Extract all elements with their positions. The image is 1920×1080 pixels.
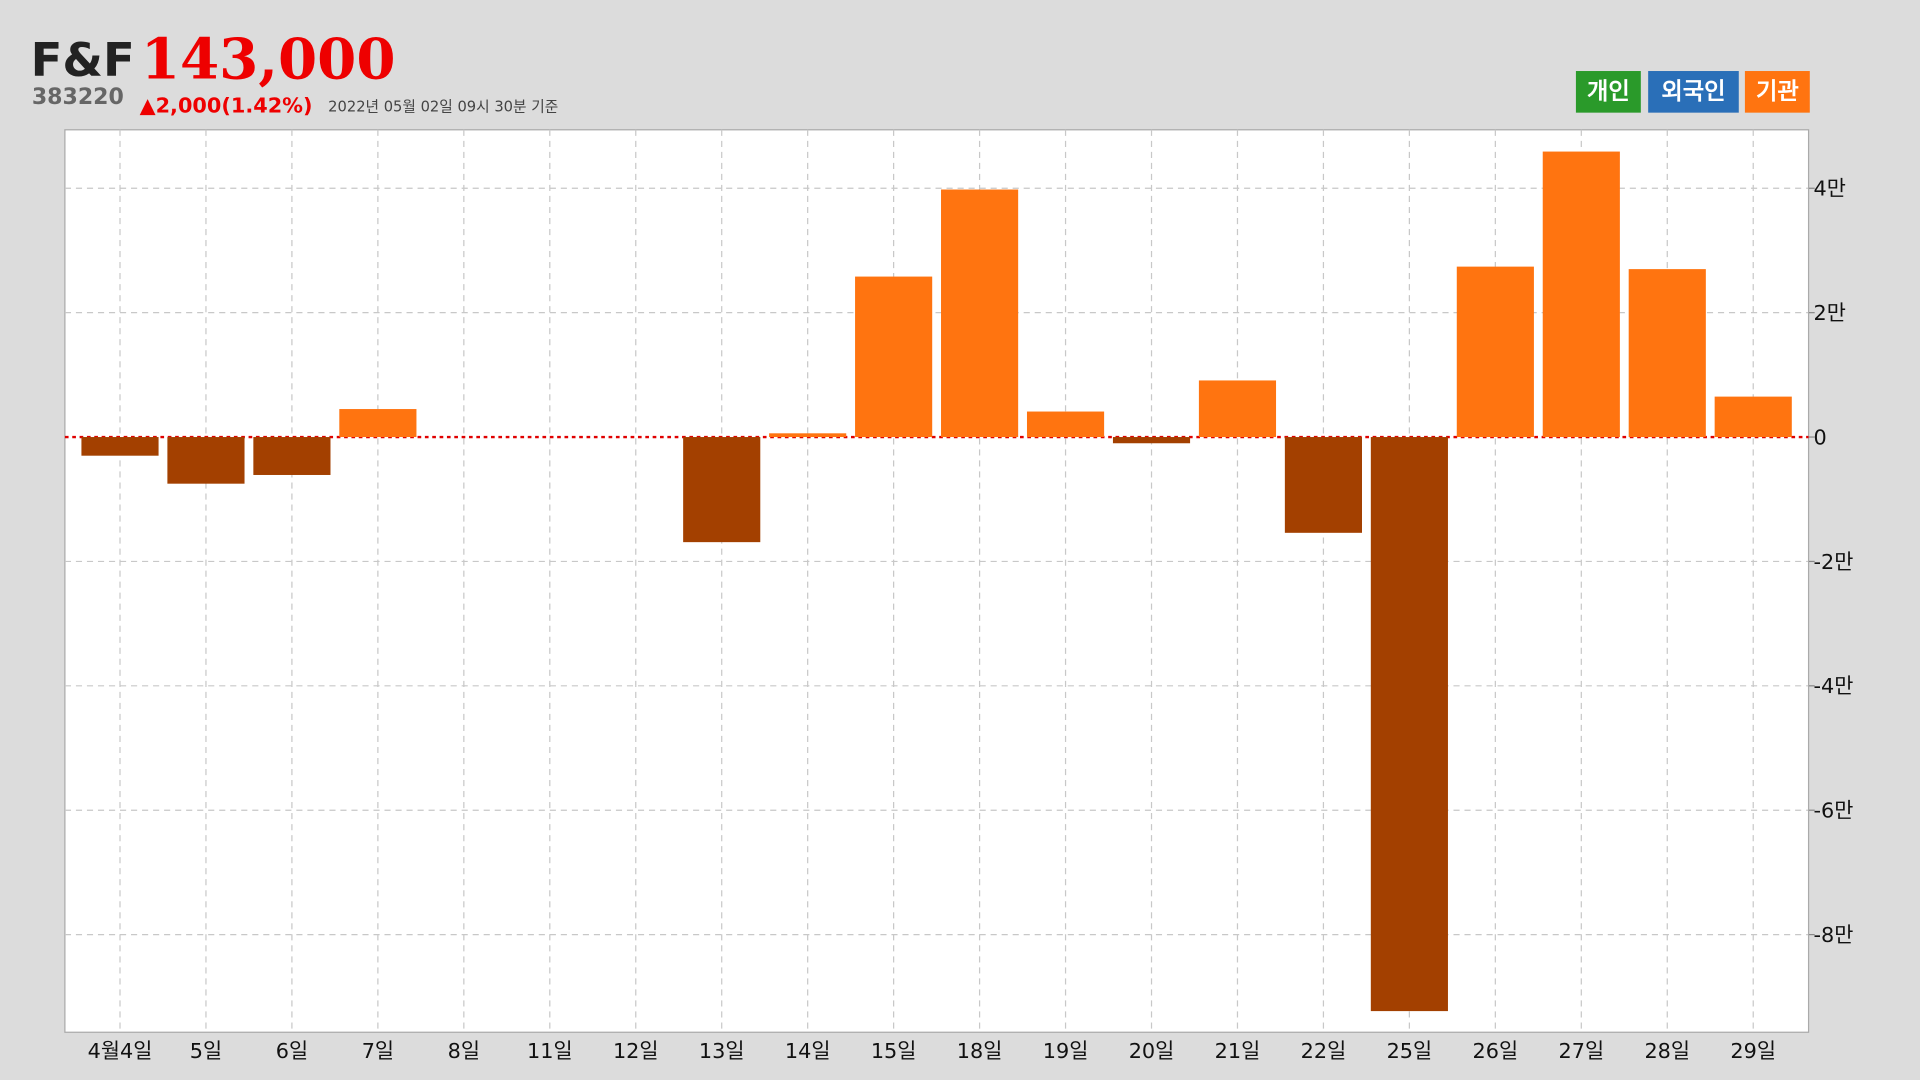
y-tick-label: -2만 <box>1813 550 1853 574</box>
timestamp: 2022년 05월 02일 09시 30분 기준 <box>328 98 558 115</box>
y-tick-label: -6만 <box>1813 799 1853 823</box>
filter-button[interactable] <box>1648 71 1739 113</box>
bar <box>769 433 847 438</box>
x-tick-label: 28일 <box>1644 1039 1690 1063</box>
bar <box>1370 437 1448 1012</box>
bar <box>253 437 331 475</box>
x-tick-label: 21일 <box>1215 1039 1261 1063</box>
bar <box>167 437 245 484</box>
x-tick-label: 20일 <box>1129 1039 1175 1063</box>
bar <box>1284 437 1362 533</box>
filter-button-label[interactable]: 기관 <box>1756 78 1799 105</box>
bar <box>855 276 933 438</box>
stock-code: 383220 <box>32 85 124 110</box>
bar <box>1198 380 1277 438</box>
bar <box>1456 266 1534 438</box>
filter-button-label[interactable]: 개인 <box>1587 78 1630 105</box>
x-tick-label: 18일 <box>957 1039 1003 1063</box>
stock-name: F&F <box>31 33 135 87</box>
bar <box>339 409 417 438</box>
bar <box>1628 269 1706 438</box>
y-tick-label: -8만 <box>1813 923 1853 947</box>
bar <box>683 437 761 543</box>
bar <box>1026 411 1105 438</box>
y-tick-label: 4만 <box>1813 177 1845 201</box>
x-tick-label: 11일 <box>527 1039 573 1063</box>
x-tick-label: 7일 <box>362 1039 394 1063</box>
y-tick-label: -4만 <box>1813 674 1853 698</box>
y-tick-label: 2만 <box>1813 301 1845 325</box>
x-tick-label: 26일 <box>1473 1039 1519 1063</box>
price-change: ▲2,000(1.42%) <box>140 94 313 118</box>
x-tick-label: 22일 <box>1301 1039 1347 1063</box>
x-tick-label: 14일 <box>785 1039 831 1063</box>
bar <box>81 437 159 456</box>
x-tick-label: 15일 <box>871 1039 917 1063</box>
x-tick-label: 19일 <box>1043 1039 1089 1063</box>
x-tick-label: 27일 <box>1559 1039 1605 1063</box>
bar <box>941 189 1019 438</box>
x-tick-label: 6일 <box>276 1039 308 1063</box>
filter-button-label[interactable]: 외국인 <box>1661 78 1725 105</box>
x-tick-label: 8일 <box>448 1039 480 1063</box>
x-tick-label: 13일 <box>699 1039 745 1063</box>
x-tick-label: 4월4일 <box>88 1039 153 1063</box>
y-tick-label: 0 <box>1813 425 1826 449</box>
bar <box>1542 151 1620 438</box>
filter-button[interactable] <box>1744 71 1810 113</box>
x-tick-label: 12일 <box>613 1039 659 1063</box>
bar <box>1112 437 1191 444</box>
x-tick-label: 5일 <box>190 1039 222 1063</box>
x-tick-label: 29일 <box>1730 1039 1776 1063</box>
x-tick-label: 25일 <box>1387 1039 1433 1063</box>
filter-button[interactable] <box>1575 71 1641 113</box>
stock-price: 143,000 <box>141 26 396 92</box>
bar <box>1714 396 1792 438</box>
